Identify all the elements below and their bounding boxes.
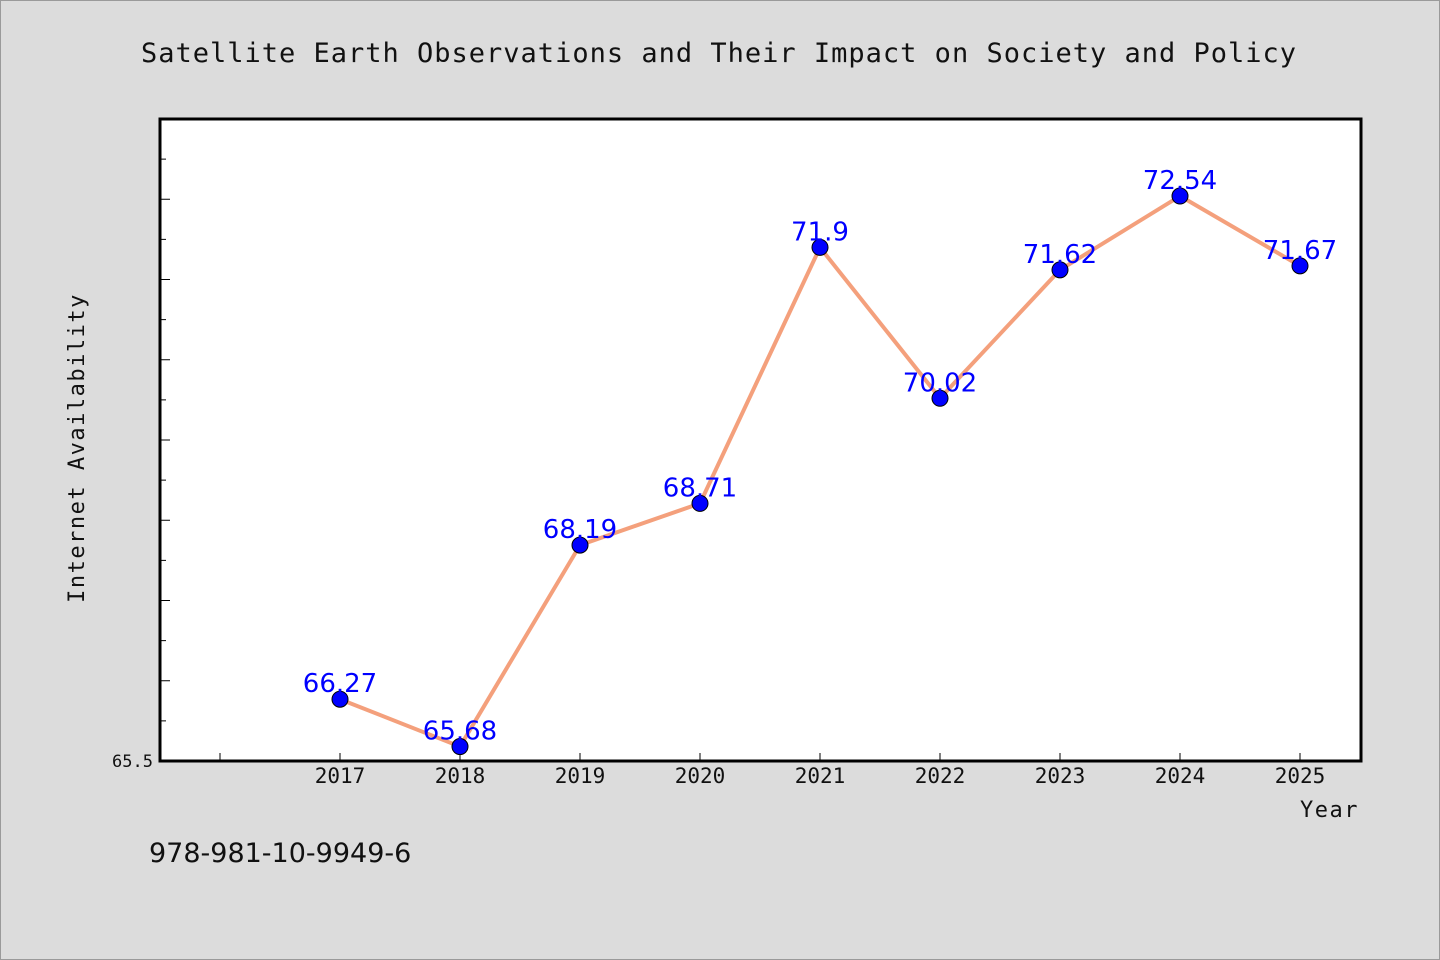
x-axis-ticks: [219, 753, 1301, 761]
chart-title: Satellite Earth Observations and Their I…: [141, 38, 1297, 69]
y-tick-label: 65.5: [112, 752, 153, 772]
data-point: [451, 738, 469, 756]
x-tick-label: 2021: [795, 764, 846, 788]
x-tick-label: 2023: [1035, 764, 1086, 788]
data-label: 71.9: [791, 217, 849, 247]
x-axis-label: Year: [1300, 798, 1359, 823]
data-label: 68.19: [543, 515, 617, 545]
data-point: [931, 389, 949, 407]
x-tick-label: 2022: [915, 764, 966, 788]
data-point: [1171, 187, 1189, 205]
data-label: 71.62: [1023, 240, 1097, 270]
series-markers: [331, 187, 1309, 756]
x-axis-tick-labels: 2017 2018 2019 2020 2021 2022 2023 2024 2025: [315, 764, 1326, 788]
y-axis-tick-labels: 65.5: [112, 752, 153, 772]
data-labels: 66.27 65.68 68.19 68.71 71.9 70.02 71.62 72.54 7…: [303, 166, 1337, 747]
data-label: 65.68: [423, 717, 497, 747]
x-tick-label: 2020: [675, 764, 726, 788]
data-point: [331, 690, 349, 708]
x-tick-label: 2018: [435, 764, 486, 788]
data-label: 66.27: [303, 669, 377, 699]
x-tick-label: 2024: [1155, 764, 1206, 788]
plot-area: [158, 117, 1363, 763]
data-label: 72.54: [1143, 166, 1217, 196]
x-tick-label: 2019: [555, 764, 606, 788]
data-point: [571, 536, 589, 554]
data-point: [691, 494, 709, 512]
y-axis-ticks: [160, 158, 170, 722]
x-tick-label: 2025: [1275, 764, 1326, 788]
data-point: [811, 238, 829, 256]
data-point: [1291, 257, 1309, 275]
isbn-text: 978-981-10-9949-6: [149, 838, 411, 869]
data-label: 70.02: [903, 368, 977, 398]
data-label: 68.71: [663, 473, 737, 503]
x-tick-label: 2017: [315, 764, 366, 788]
data-point: [1051, 261, 1069, 279]
y-axis-label: Internet Availability: [65, 293, 90, 603]
data-label: 71.67: [1263, 236, 1337, 266]
